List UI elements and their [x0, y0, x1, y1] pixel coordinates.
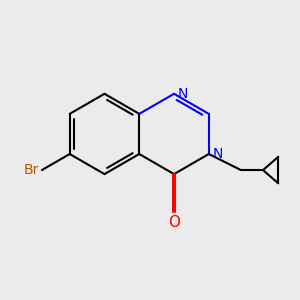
- Text: N: N: [178, 87, 188, 101]
- Text: N: N: [213, 147, 223, 161]
- Text: O: O: [168, 215, 180, 230]
- Text: Br: Br: [23, 163, 39, 177]
